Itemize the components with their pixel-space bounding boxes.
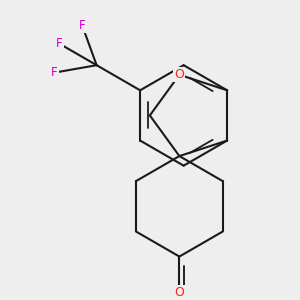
Text: F: F bbox=[79, 19, 85, 32]
Text: F: F bbox=[56, 37, 63, 50]
Text: O: O bbox=[174, 286, 184, 299]
Text: F: F bbox=[51, 66, 58, 79]
Text: O: O bbox=[174, 68, 184, 81]
